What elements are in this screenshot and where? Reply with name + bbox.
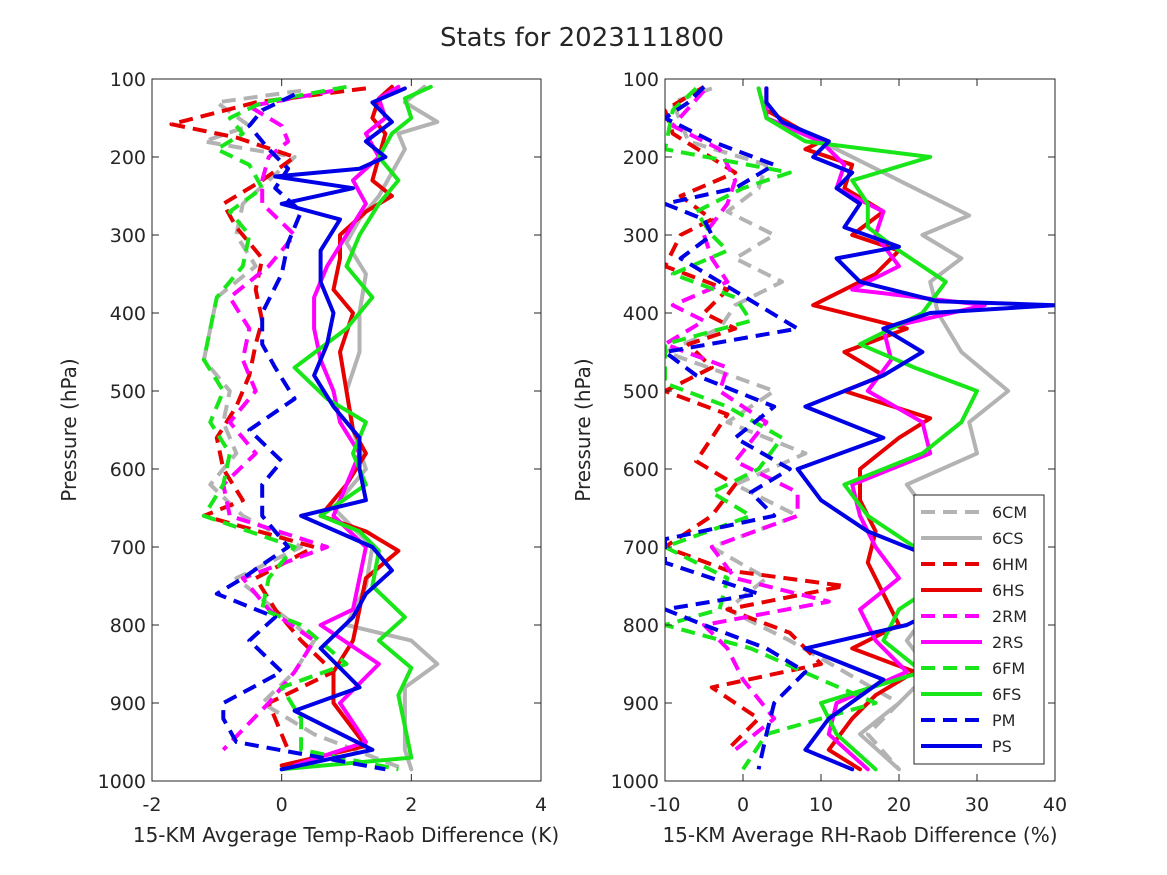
legend-label-pm: PM [992,711,1015,730]
temperature-x-tick-label: 4 [535,794,547,816]
temperature-series-line-6hm [169,86,367,751]
rh-x-tick-label: -10 [649,794,680,816]
rh-series-line-6cm [665,86,901,771]
rh-y-tick-label: 600 [623,459,659,481]
rh-series-line-6fs [756,86,979,772]
rh-series-line-2rm [665,89,831,752]
rh-y-tick-label: 700 [623,537,659,559]
temperature-y-axis-label: Pressure (hPa) [57,358,81,501]
temperature-series-line-6fm [201,84,399,772]
legend-label-6fm: 6FM [992,659,1025,678]
temperature-y-tick-label: 200 [110,147,146,169]
temperature-y-tick-label: 1000 [98,771,146,793]
temperature-x-tick-label: 2 [405,794,417,816]
rh-panel: -10 0 10 20 30 40 100 200 300 400 500 600 700 800 900 1… [571,69,1067,847]
temperature-axes-frame [151,78,542,782]
rh-x-tick-label: 40 [1043,794,1067,816]
rh-y-tick-label: 300 [623,225,659,247]
legend-label-2rm: 2RM [992,607,1027,626]
temperature-y-tick-label: 300 [110,225,146,247]
temperature-x-tick-label: -2 [143,794,162,816]
temperature-series-line-ps [273,86,407,772]
rh-y-tick-label: 800 [623,615,659,637]
rh-axes-frame [664,78,1056,782]
rh-series-line-6fm [665,86,878,771]
temperature-series-line-6hs [279,84,401,768]
rh-y-tick-label: 200 [623,147,659,169]
rh-series-line-6hm [665,85,847,752]
temperature-y-tick-label: 400 [110,303,146,325]
rh-y-tick-label: 400 [623,303,659,325]
rh-y-tick-label: 1000 [611,771,659,793]
rh-x-axis-label: 15-KM Average RH-Raob Difference (%) [662,823,1057,847]
temperature-axis-ticks: -2 0 2 4 100 200 300 400 500 600 700 800 900 1000 [98,69,547,816]
rh-y-tick-label: 900 [623,693,659,715]
temperature-series-line-6fs [279,84,433,772]
rh-y-axis-label: Pressure (hPa) [571,358,595,501]
legend-label-6cm: 6CM [992,503,1027,522]
rh-x-tick-label: 0 [737,794,749,816]
legend-label-6hs: 6HS [992,581,1024,600]
rh-x-tick-label: 10 [809,794,833,816]
legend-label-6hm: 6HM [992,555,1028,574]
temperature-panel: -2 0 2 4 100 200 300 400 500 600 700 800 900 1000 15-… [57,69,559,847]
temperature-x-tick-label: 0 [276,794,288,816]
temperature-series-line-6cm [201,88,406,772]
rh-x-tick-label: 30 [965,794,989,816]
temperature-y-tick-label: 500 [110,381,146,403]
temperature-series-lines [169,84,440,772]
temperature-y-tick-label: 900 [110,693,146,715]
temperature-y-tick-label: 700 [110,537,146,559]
legend-label-ps: PS [992,737,1012,756]
rh-y-tick-label: 500 [623,381,659,403]
legend-label-2rs: 2RS [992,633,1023,652]
rh-x-tick-label: 20 [887,794,911,816]
legend: 6CM 6CS 6HM 6HS 2RM 2RS 6FM 6FS PM PS [913,494,1045,765]
temperature-y-tick-label: 100 [110,69,146,91]
figure-title: Stats for 2023111800 [440,23,724,53]
rh-series-lines [665,85,1055,772]
rh-series-line-ps [764,86,1055,772]
rh-axis-ticks: -10 0 10 20 30 40 100 200 300 400 500 600 700 800 900 1… [611,69,1067,816]
temperature-x-axis-label: 15-KM Avgerage Temp-Raob Difference (K) [133,823,559,847]
temperature-y-tick-label: 600 [110,459,146,481]
temperature-y-tick-label: 800 [110,615,146,637]
legend-label-6cs: 6CS [992,529,1024,548]
legend-label-6fs: 6FS [992,685,1021,704]
legend-box [913,494,1045,765]
rh-series-line-pm [665,85,808,770]
rh-y-tick-label: 100 [623,69,659,91]
